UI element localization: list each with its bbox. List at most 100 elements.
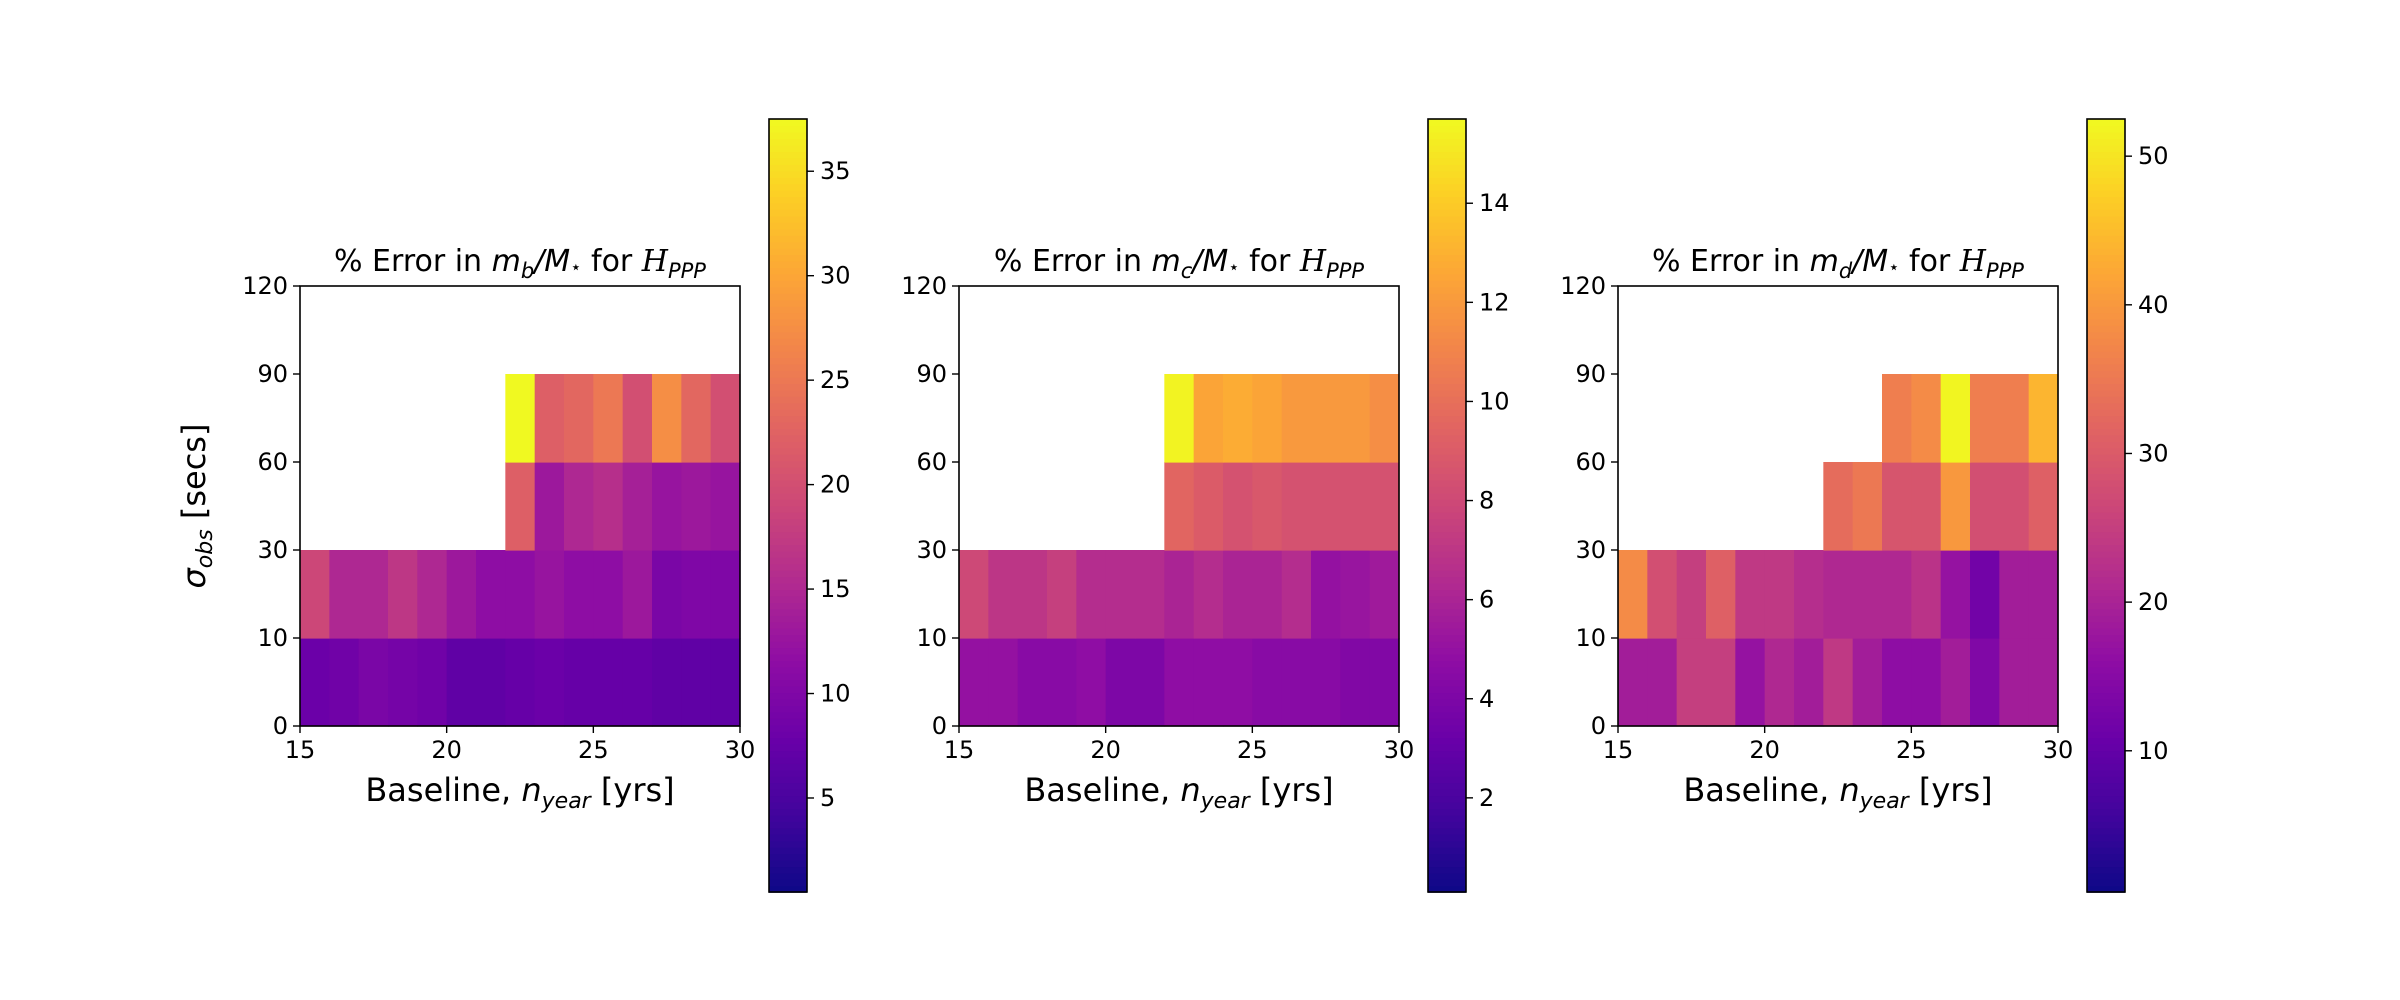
colorbar-segment [2087,685,2125,694]
heatmap-cell [1369,462,1400,551]
heatmap-cell [534,462,565,551]
y-tick-label: 0 [273,712,288,740]
colorbar-segment [769,660,807,668]
colorbar-segment [1428,395,1466,404]
colorbar-segment [2087,331,2125,339]
colorbar-segment [2087,569,2125,578]
colorbar-segment [2087,788,2125,797]
colorbar-segment [2087,209,2125,217]
colorbar-segment [769,788,807,797]
panel-1: 15 20 25 30 0 10 30 60 90 120 % Error in mb/M⋆ for… [175,118,851,893]
colorbar-segment [1428,537,1466,545]
colorbar-segment [1428,164,1466,172]
colorbar-segment [769,615,807,623]
colorbar-segment [2087,421,2125,429]
colorbar-segment [1428,866,1466,874]
heatmap-cell [534,550,565,639]
colorbar-segment [769,395,807,404]
colorbar-segment [1428,209,1466,217]
colorbar-segment [1428,486,1466,494]
colorbar-segment [769,563,807,571]
heatmap-cell [1105,550,1136,639]
heatmap-cell [1940,462,1971,551]
heatmap-cell [1369,550,1400,639]
colorbar-segment [1428,859,1466,868]
colorbar-segment [1428,312,1466,320]
colorbar-segment [1428,814,1466,822]
colorbar-segment [2087,441,2125,449]
x-tick-label: 15 [944,736,975,764]
colorbar-segment [1428,492,1466,500]
colorbar-segment [769,202,807,210]
colorbar-segment [769,518,807,526]
colorbar-segment [2087,853,2125,861]
heatmap-cell [1340,550,1371,639]
colorbar-segment [1428,563,1466,571]
colorbar-segment [2087,357,2125,365]
colorbar-frame [768,118,808,893]
heatmap-cell [476,638,506,727]
heatmap-cell [1135,638,1165,727]
colorbar-segment [2087,589,2125,597]
heatmap-cell [505,550,536,639]
colorbar-segment [2087,325,2125,333]
heatmap-cell [1135,550,1165,639]
colorbar-segment [1428,737,1466,745]
heatmap-cell [622,374,653,463]
heatmap-cell [1676,638,1707,727]
colorbar-segment [2087,318,2125,326]
heatmap-cell [988,638,1019,727]
colorbar-segment [1428,247,1466,256]
colorbar-segment [1428,853,1466,861]
colorbar-segment [2087,338,2125,346]
colorbar-segment [769,795,807,803]
colorbar-segment [1428,408,1466,417]
x-tick-label: 20 [1749,736,1780,764]
colorbar-segment [1428,222,1466,230]
heatmap-cell [446,550,477,639]
heatmap-cell [476,550,506,639]
colorbar-segment [2087,492,2125,500]
colorbar-segment [769,763,807,771]
panel-title: % Error in mb/M⋆ for HPPP [334,244,706,283]
colorbar-segment [2087,814,2125,822]
colorbar-segment [1428,151,1466,159]
y-tick-label: 30 [916,536,947,564]
heatmap-cell [988,550,1019,639]
heatmap-cell [652,374,682,463]
heatmap-cell [1164,550,1195,639]
colorbar-segment [769,299,807,307]
y-tick-label: 120 [242,272,288,300]
colorbar-segment [769,119,807,127]
colorbar-segment [769,653,807,661]
heatmap-cell [593,462,624,551]
colorbar-segment [1428,795,1466,803]
x-tick-label: 15 [1603,736,1634,764]
colorbar-segment [1428,750,1466,758]
colorbar-segment [769,827,807,835]
colorbar-segment [1428,376,1466,384]
colorbar-segment [769,621,807,629]
colorbar-segment [769,144,807,153]
colorbar-tick-label: 8 [1479,487,1494,515]
colorbar-segment [1428,872,1466,880]
heatmap-cell [681,638,712,727]
panel-title: % Error in md/M⋆ for HPPP [1652,244,2024,283]
colorbar-segment [1428,756,1466,764]
colorbar-segment [2087,640,2125,649]
colorbar-segment [769,164,807,172]
colorbar-segment [1428,576,1466,584]
heatmap-cell [593,550,624,639]
colorbar-segment [769,672,807,681]
x-tick-label: 25 [578,736,609,764]
colorbar: 10 20 30 40 50 [2086,118,2169,893]
colorbar-segment [2087,408,2125,417]
colorbar-segment [769,125,807,133]
colorbar-segment [1428,228,1466,236]
heatmap-cell [1882,550,1912,639]
colorbar-segment [1428,602,1466,610]
colorbar-segment [769,608,807,616]
heatmap-cell [1618,550,1648,639]
heatmap-cell [622,638,653,727]
colorbar-segment [769,879,807,887]
